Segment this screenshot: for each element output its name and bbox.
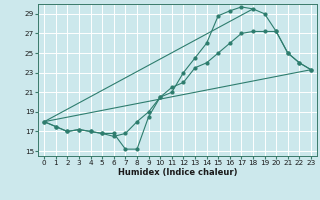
- X-axis label: Humidex (Indice chaleur): Humidex (Indice chaleur): [118, 168, 237, 177]
